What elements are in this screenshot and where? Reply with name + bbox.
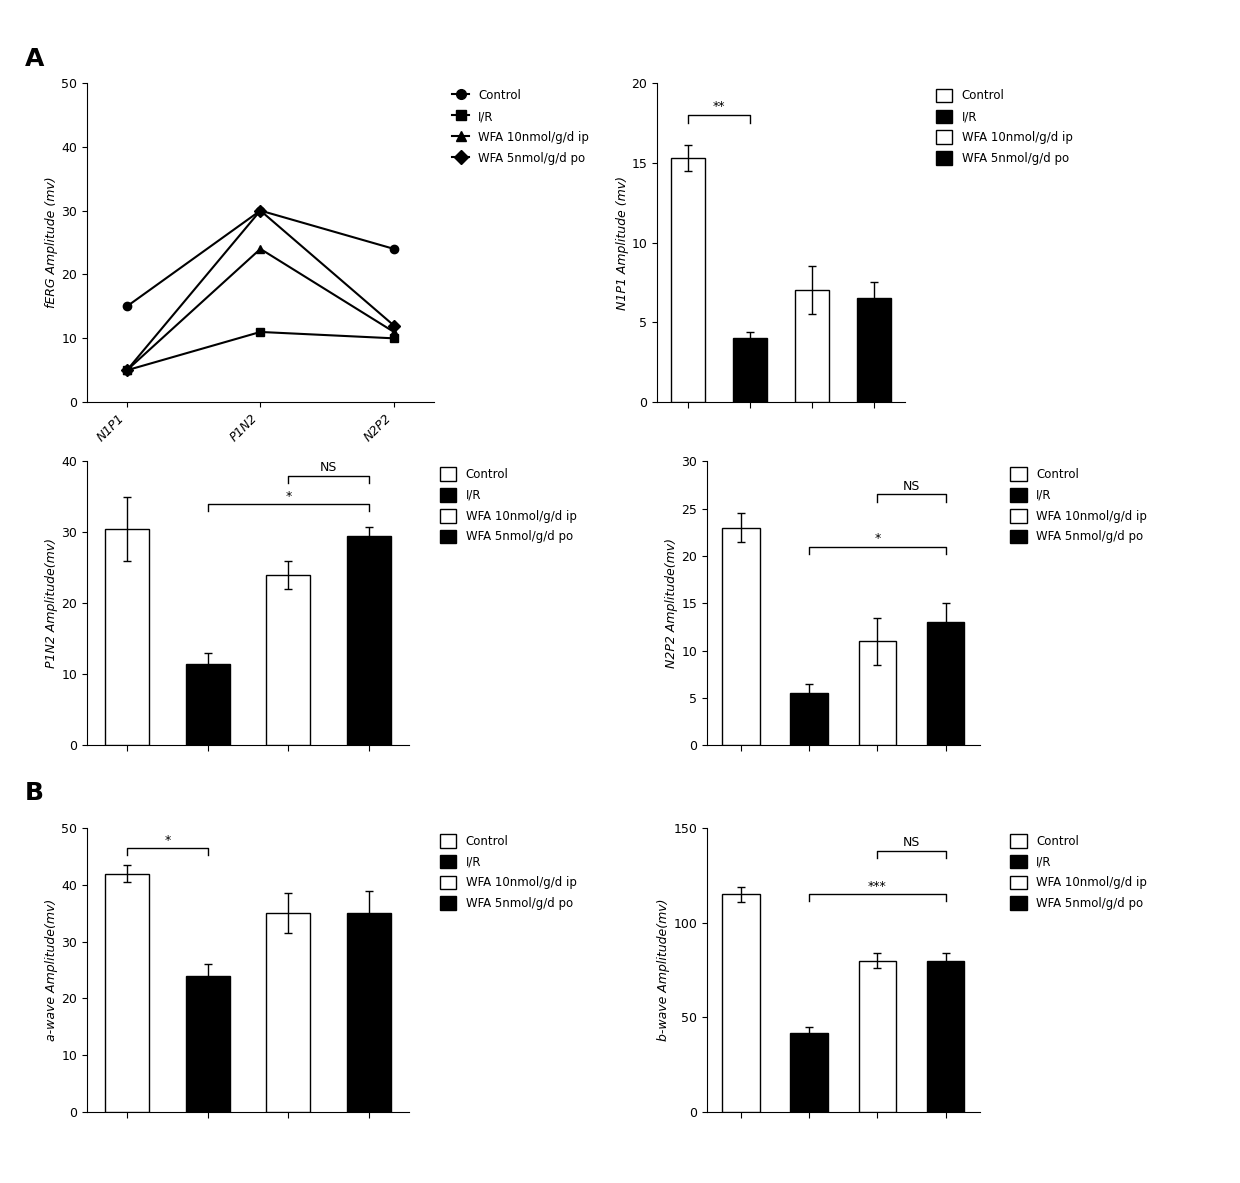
Bar — [671, 157, 706, 402]
Y-axis label: a-wave Amplitude(mv): a-wave Amplitude(mv) — [46, 899, 58, 1041]
Line: Control: Control — [123, 206, 398, 311]
Legend: Control, I/R, WFA 10nmol/g/d ip, WFA 5nmol/g/d po: Control, I/R, WFA 10nmol/g/d ip, WFA 5nm… — [936, 89, 1073, 164]
Line: I/R: I/R — [123, 328, 398, 375]
Y-axis label: N2P2 Amplitude(mv): N2P2 Amplitude(mv) — [666, 538, 678, 668]
Bar — [926, 961, 965, 1112]
Bar — [347, 536, 391, 745]
WFA 10nmol/g/d ip — [253, 241, 268, 256]
Text: **: ** — [713, 101, 725, 114]
Legend: Control, I/R, WFA 10nmol/g/d ip, WFA 5nmol/g/d po: Control, I/R, WFA 10nmol/g/d ip, WFA 5nm… — [440, 834, 577, 910]
Text: NS: NS — [320, 461, 337, 474]
Bar — [347, 913, 391, 1112]
Line: WFA 10nmol/g/d ip: WFA 10nmol/g/d ip — [123, 245, 398, 375]
Bar — [858, 961, 897, 1112]
Text: *: * — [164, 834, 171, 847]
WFA 5nmol/g/d po — [119, 363, 134, 377]
Text: *: * — [874, 532, 880, 545]
Bar — [790, 693, 828, 745]
I/R — [253, 325, 268, 340]
Bar — [105, 529, 149, 745]
Bar — [105, 873, 149, 1112]
Bar — [722, 894, 760, 1112]
Bar — [790, 1033, 828, 1112]
Bar — [858, 641, 897, 745]
WFA 10nmol/g/d ip — [119, 363, 134, 377]
Text: B: B — [25, 781, 43, 804]
Line: WFA 5nmol/g/d po: WFA 5nmol/g/d po — [123, 206, 398, 375]
Text: A: A — [25, 47, 45, 71]
Control — [119, 299, 134, 313]
Legend: Control, I/R, WFA 10nmol/g/d ip, WFA 5nmol/g/d po: Control, I/R, WFA 10nmol/g/d ip, WFA 5nm… — [453, 89, 589, 164]
Bar — [267, 913, 310, 1112]
Bar — [857, 298, 892, 402]
Text: *: * — [285, 490, 291, 503]
Text: NS: NS — [903, 836, 920, 849]
Y-axis label: N1P1 Amplitude (mv): N1P1 Amplitude (mv) — [616, 175, 629, 310]
Text: NS: NS — [903, 480, 920, 493]
Legend: Control, I/R, WFA 10nmol/g/d ip, WFA 5nmol/g/d po: Control, I/R, WFA 10nmol/g/d ip, WFA 5nm… — [1011, 467, 1147, 543]
Text: ***: *** — [868, 880, 887, 893]
Legend: Control, I/R, WFA 10nmol/g/d ip, WFA 5nmol/g/d po: Control, I/R, WFA 10nmol/g/d ip, WFA 5nm… — [1011, 834, 1147, 910]
I/R — [119, 363, 134, 377]
Y-axis label: b-wave Amplitude(mv): b-wave Amplitude(mv) — [657, 899, 671, 1041]
WFA 5nmol/g/d po — [253, 203, 268, 218]
Control — [253, 203, 268, 218]
Bar — [722, 528, 760, 745]
Bar — [733, 338, 768, 402]
Bar — [795, 290, 830, 402]
Y-axis label: P1N2 Amplitude(mv): P1N2 Amplitude(mv) — [46, 538, 58, 668]
Legend: Control, I/R, WFA 10nmol/g/d ip, WFA 5nmol/g/d po: Control, I/R, WFA 10nmol/g/d ip, WFA 5nm… — [440, 467, 577, 543]
I/R — [387, 331, 402, 345]
Y-axis label: fERG Amplitude (mv): fERG Amplitude (mv) — [46, 176, 58, 309]
Bar — [267, 575, 310, 745]
Bar — [926, 622, 965, 745]
WFA 5nmol/g/d po — [387, 318, 402, 332]
WFA 10nmol/g/d ip — [387, 325, 402, 340]
Control — [387, 241, 402, 256]
Bar — [186, 664, 229, 745]
Bar — [186, 976, 229, 1112]
